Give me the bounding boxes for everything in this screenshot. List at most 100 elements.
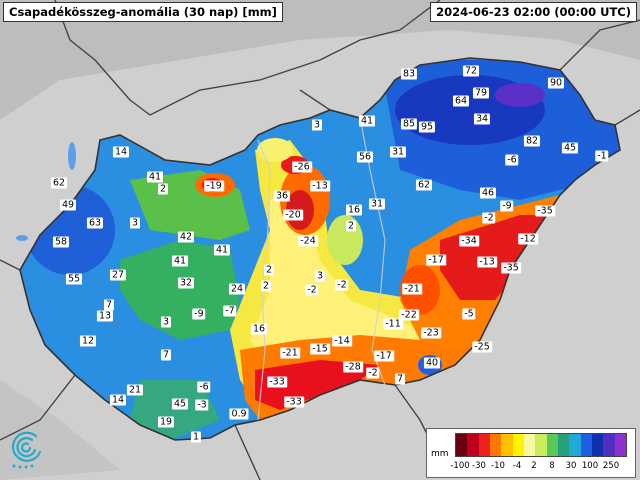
value-label: 7 [103,299,115,311]
value-label: 7 [160,349,172,361]
legend-swatch [456,434,468,456]
value-label: 3 [129,217,141,229]
legend-tick-label: 100 [581,461,599,471]
value-label: -13 [477,256,497,268]
legend-tick-label: 250 [602,461,620,471]
value-label: -17 [426,254,446,266]
value-label: 55 [65,273,83,285]
value-label: 27 [109,269,127,281]
value-label: -2 [366,367,380,379]
value-label: 36 [273,190,291,202]
value-label: 31 [368,198,386,210]
legend-tick-label: -100 [450,461,470,471]
value-label: 46 [479,187,497,199]
value-label: 2 [157,183,169,195]
value-label: 41 [146,171,164,183]
value-label: -25 [472,341,492,353]
legend-swatch [489,434,502,456]
value-label: 40 [423,357,441,369]
value-label: 14 [112,146,130,158]
value-label: -5 [462,308,476,320]
legend-color-bar [455,433,627,457]
value-label: -35 [535,205,555,217]
value-label: 34 [473,113,491,125]
value-label: 14 [109,394,127,406]
legend-swatch [614,434,626,456]
value-label: -6 [505,154,519,166]
legend-swatch [591,434,604,456]
value-label: 24 [228,283,246,295]
legend-tick-label: 2 [531,461,537,471]
legend-swatch [603,434,615,456]
value-label: 85 [400,118,418,130]
value-label: 19 [157,416,175,428]
value-label: 79 [472,87,490,99]
value-label: -3 [195,399,209,411]
value-label: 83 [400,68,418,80]
value-label: 42 [177,231,195,243]
value-label: 41 [213,244,231,256]
value-label: 63 [86,217,104,229]
value-label: -2 [305,284,319,296]
value-label: 21 [126,384,144,396]
value-label: 16 [250,323,268,335]
value-label: -20 [283,209,303,221]
value-label: 49 [59,199,77,211]
value-label: 64 [452,95,470,107]
legend-swatch [580,434,592,456]
value-label: 41 [358,115,376,127]
value-label: 41 [171,255,189,267]
value-label: 45 [561,142,579,154]
value-label: -24 [298,235,318,247]
terrain-shade [0,0,640,120]
value-label: -26 [292,161,312,173]
legend-swatch [523,434,536,456]
value-label: 2 [345,220,357,232]
value-label: -17 [374,350,394,362]
value-label: -9 [500,200,514,212]
value-label: -19 [204,180,224,192]
value-label: -28 [343,361,363,373]
legend-unit: mm [431,449,449,459]
country-outline-hungary [19,57,621,441]
value-label: -2 [335,279,349,291]
value-label: -13 [310,180,330,192]
legend-tick-label: -10 [491,461,505,471]
value-label: 1 [190,431,202,443]
value-label: -9 [192,308,206,320]
legend-swatch [467,434,479,456]
value-label: 3 [314,270,326,282]
value-label: 13 [96,310,114,322]
value-label: 2 [263,264,275,276]
value-label: -15 [310,343,330,355]
value-label: -1 [595,150,609,162]
value-label: 62 [415,179,433,191]
value-label: -34 [459,235,479,247]
value-label: 2 [260,280,272,292]
value-label: -33 [284,396,304,408]
logo-icon [11,431,42,469]
value-label: 58 [52,236,70,248]
value-label: -35 [501,262,521,274]
value-label: -14 [332,335,352,347]
value-label: 62 [50,177,68,189]
legend-swatch [546,434,558,456]
legend-tick-label: -4 [512,461,522,471]
value-label: -22 [399,309,419,321]
value-label: 56 [356,151,374,163]
value-label: -2 [482,212,496,224]
color-legend: mm -100 -30 -10 -4 2 8 30 100 250 [426,428,636,478]
value-label: -12 [518,233,538,245]
value-label: 3 [160,316,172,328]
value-label: -23 [421,327,441,339]
value-label: -21 [280,347,300,359]
value-label: 0.9 [229,408,249,420]
legend-swatch [535,434,547,456]
legend-swatch [501,434,513,456]
value-label: 95 [418,121,436,133]
value-label: 32 [177,277,195,289]
value-label: -11 [383,318,403,330]
value-label: -21 [402,283,422,295]
value-label: 3 [311,119,323,131]
value-label: 72 [462,65,480,77]
